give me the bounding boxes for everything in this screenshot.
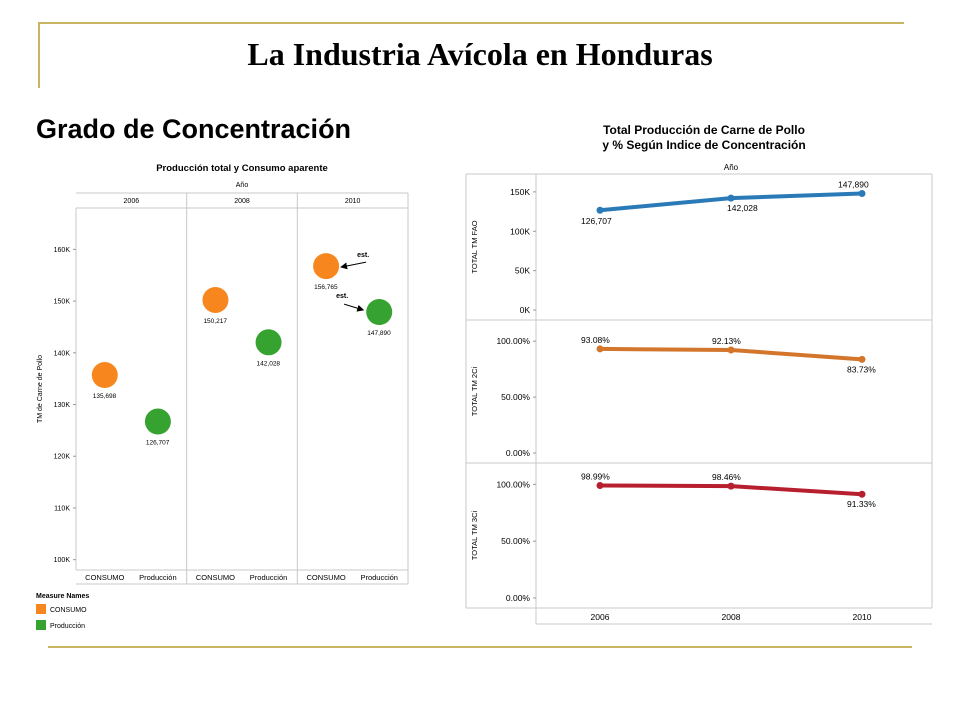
chart-title-line2: y % Según Indice de Concentración xyxy=(602,138,805,152)
column-header: Año xyxy=(236,182,249,189)
x-category-label: CONSUMO xyxy=(85,573,124,582)
legend-swatch xyxy=(36,620,46,630)
y-tick-label: 100.00% xyxy=(496,336,530,346)
legend-item-label: Producción xyxy=(50,623,85,630)
x-category-label: CONSUMO xyxy=(196,573,235,582)
x-category-label: Producción xyxy=(360,573,398,582)
y-tick-label: 150K xyxy=(510,187,530,197)
panel-ylabel: TOTAL TM FAO xyxy=(470,220,479,273)
y-tick-label: 0.00% xyxy=(506,448,531,458)
y-tick-label: 100K xyxy=(510,226,530,236)
y-tick-label: 130K xyxy=(54,402,71,409)
panel-ylabel: TOTAL TM 2Ci xyxy=(470,367,479,417)
annotation-arrow-2 xyxy=(343,303,365,312)
value-label: 135,698 xyxy=(93,393,117,400)
slide-title: La Industria Avícola en Honduras xyxy=(247,36,713,72)
y-tick-label: 0K xyxy=(520,305,531,315)
x-category-label: Producción xyxy=(250,573,288,582)
series-point xyxy=(858,355,866,363)
year-header-2006: 2006 xyxy=(124,198,140,205)
y-tick-label: 100.00% xyxy=(496,479,530,489)
left-scatter-chart: Producción total y Consumo aparente Año 10… xyxy=(36,163,409,630)
value-label: 92.13% xyxy=(712,336,741,346)
section-title: Grado de Concentración xyxy=(36,114,352,144)
x-tick-label: 2006 xyxy=(591,612,610,622)
value-label: 98.99% xyxy=(581,472,610,482)
series-point xyxy=(727,346,735,354)
value-label: 93.08% xyxy=(581,335,610,345)
annotation-est-2: est. xyxy=(336,293,348,300)
annotation-est-1: est. xyxy=(357,252,369,259)
consumo-marker xyxy=(202,286,229,313)
consumo-marker xyxy=(313,253,340,280)
year-header-2010: 2010 xyxy=(345,198,361,205)
year-header-2008: 2008 xyxy=(234,198,250,205)
series-point xyxy=(596,482,604,490)
series-point xyxy=(727,194,735,202)
consumo-marker xyxy=(91,362,118,389)
x-tick-label: 2010 xyxy=(853,612,872,622)
frame-top-rule xyxy=(38,22,904,24)
frame-left-rule xyxy=(38,22,40,88)
legend-title: Measure Names xyxy=(36,593,89,600)
legend-item-label: CONSUMO xyxy=(50,607,87,614)
y-tick-label: 160K xyxy=(54,247,71,254)
series-point xyxy=(596,345,604,353)
value-label: 83.73% xyxy=(847,364,876,374)
y-tick-label: 120K xyxy=(54,454,71,461)
produccion-marker xyxy=(255,329,282,356)
y-axis-label: TM de Carne de Pollo xyxy=(37,355,44,423)
value-label: 147,890 xyxy=(367,330,391,337)
chart-title-line1: Total Producción de Carne de Pollo xyxy=(603,123,805,137)
series-point xyxy=(858,190,866,198)
produccion-marker xyxy=(366,298,393,325)
y-tick-label: 50.00% xyxy=(501,392,530,402)
series-point xyxy=(858,490,866,498)
value-label: 142,028 xyxy=(257,360,281,367)
value-label: 98.46% xyxy=(712,472,741,482)
value-label: 126,707 xyxy=(146,440,170,447)
y-tick-label: 140K xyxy=(54,350,71,357)
y-tick-label: 110K xyxy=(54,505,70,512)
x-category-label: Producción xyxy=(139,573,177,582)
value-label: 142,028 xyxy=(727,203,758,213)
y-tick-label: 100K xyxy=(54,557,71,564)
value-label: 156,765 xyxy=(314,284,338,291)
value-label: 150,217 xyxy=(203,318,227,325)
frame-bottom-rule xyxy=(48,646,912,648)
panel-ylabel: TOTAL TM 3Ci xyxy=(470,511,479,561)
y-tick-label: 150K xyxy=(54,299,71,306)
y-tick-label: 50.00% xyxy=(501,536,530,546)
legend-swatch xyxy=(36,604,46,614)
value-label: 91.33% xyxy=(847,499,876,509)
produccion-marker xyxy=(144,408,171,435)
x-category-label: CONSUMO xyxy=(307,573,346,582)
value-label: 147,890 xyxy=(838,180,869,190)
y-tick-label: 50K xyxy=(515,266,530,276)
x-tick-label: 2008 xyxy=(722,612,741,622)
chart-title: Producción total y Consumo aparente xyxy=(156,163,328,174)
y-tick-label: 0.00% xyxy=(506,593,531,603)
series-point xyxy=(727,482,735,490)
column-header: Año xyxy=(724,163,739,172)
series-point xyxy=(596,206,604,214)
value-label: 126,707 xyxy=(581,216,612,226)
annotation-arrow-1 xyxy=(340,261,367,270)
